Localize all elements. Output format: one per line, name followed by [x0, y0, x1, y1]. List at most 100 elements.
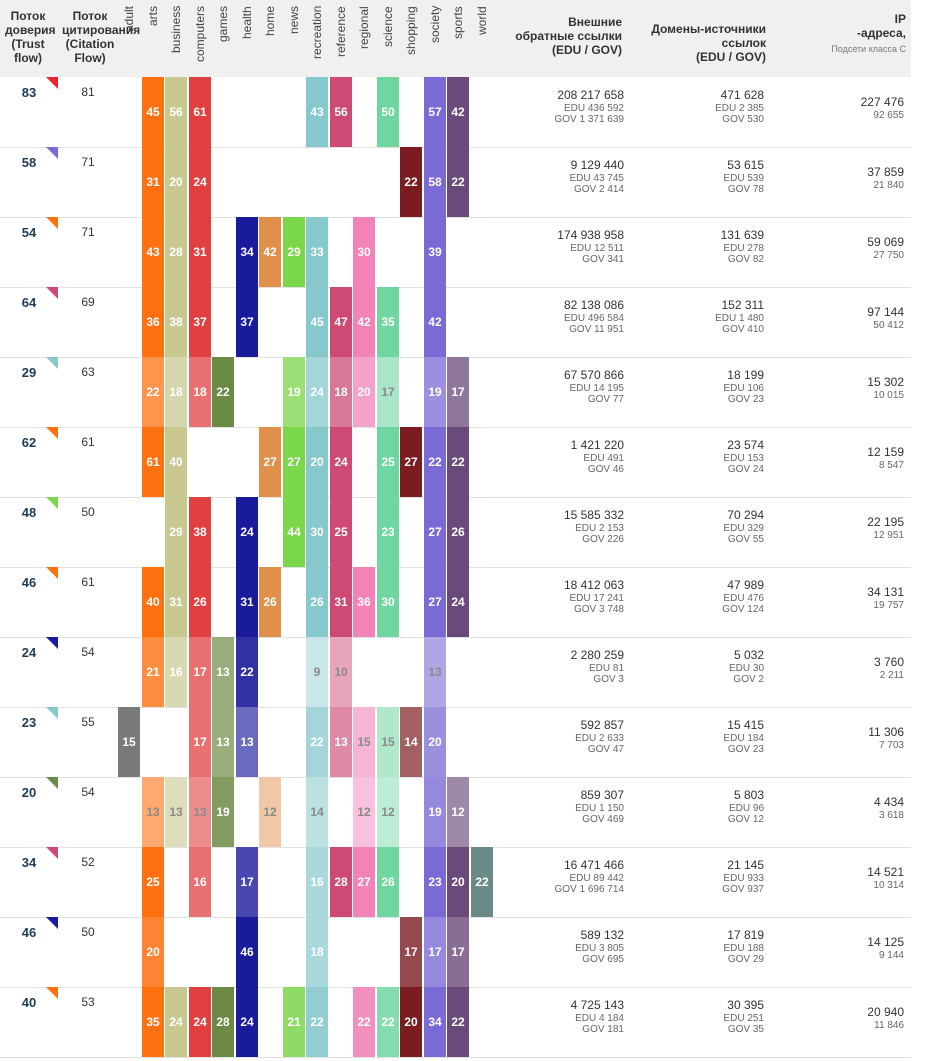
table-row[interactable]: 46 50 20 46 18 17 17 17 589 132 EDU 3 805 GOV 695 1… — [0, 917, 911, 988]
table-row[interactable]: 23 55 15 17 13 13 22 13 15 15 14 20 592 857 EDU 2 633… — [0, 707, 911, 778]
topic-cell-sports[interactable]: 17 — [447, 357, 469, 427]
topic-cell-world[interactable]: 22 — [471, 847, 493, 917]
topic-cell-computers[interactable]: 16 — [189, 847, 211, 917]
topic-cell-sports[interactable]: 20 — [447, 847, 469, 917]
topic-cell-science[interactable]: 17 — [377, 357, 399, 427]
topic-cell-reference[interactable]: 56 — [330, 77, 352, 147]
topic-cell-shopping[interactable]: 14 — [400, 707, 422, 777]
topic-cell-arts[interactable]: 21 — [142, 637, 164, 707]
topic-cell-science[interactable]: 26 — [377, 847, 399, 917]
topic-cell-regional[interactable]: 20 — [353, 357, 375, 427]
topic-cell-recreation[interactable]: 30 — [306, 497, 328, 567]
topic-cell-society[interactable]: 22 — [424, 427, 446, 497]
topic-cell-arts[interactable]: 40 — [142, 567, 164, 637]
table-row[interactable]: 20 54 13 13 13 19 12 14 12 12 19 12 859 307 EDU 1 150… — [0, 777, 911, 848]
topic-cell-shopping[interactable]: 27 — [400, 427, 422, 497]
topic-cell-arts[interactable]: 25 — [142, 847, 164, 917]
topic-cell-society[interactable]: 20 — [424, 707, 446, 777]
topic-cell-society[interactable]: 57 — [424, 77, 446, 147]
topic-cell-recreation[interactable]: 43 — [306, 77, 328, 147]
topic-cell-news[interactable]: 21 — [283, 987, 305, 1057]
table-row[interactable]: 83 81 45 56 61 43 56 50 57 42 208 217 658 EDU 436 5… — [0, 77, 911, 148]
topic-cell-reference[interactable]: 28 — [330, 847, 352, 917]
topic-cell-reference[interactable]: 47 — [330, 287, 352, 357]
topic-cell-society[interactable]: 13 — [424, 637, 446, 707]
table-row[interactable]: 58 71 31 20 24 22 58 22 9 129 440 EDU 43 745 GOV 2… — [0, 147, 911, 218]
topic-cell-shopping[interactable]: 20 — [400, 987, 422, 1057]
topic-cell-science[interactable]: 35 — [377, 287, 399, 357]
topic-cell-computers[interactable]: 61 — [189, 77, 211, 147]
topic-cell-health[interactable]: 13 — [236, 707, 258, 777]
topic-cell-business[interactable]: 40 — [165, 427, 187, 497]
topic-cell-adult[interactable]: 15 — [118, 707, 140, 777]
table-row[interactable]: 64 69 36 38 37 37 45 47 42 35 42 82 138 086 EDU 496 … — [0, 287, 911, 358]
topic-cell-science[interactable]: 50 — [377, 77, 399, 147]
topic-cell-recreation[interactable]: 18 — [306, 917, 328, 987]
topic-cell-arts[interactable]: 20 — [142, 917, 164, 987]
topic-cell-reference[interactable]: 13 — [330, 707, 352, 777]
topic-cell-recreation[interactable]: 26 — [306, 567, 328, 637]
topic-cell-society[interactable]: 17 — [424, 917, 446, 987]
topic-cell-sports[interactable]: 12 — [447, 777, 469, 847]
topic-cell-arts[interactable]: 45 — [142, 77, 164, 147]
topic-cell-arts[interactable]: 31 — [142, 147, 164, 217]
topic-cell-business[interactable]: 13 — [165, 777, 187, 847]
topic-cell-games[interactable]: 19 — [212, 777, 234, 847]
topic-cell-computers[interactable]: 13 — [189, 777, 211, 847]
topic-cell-health[interactable]: 24 — [236, 497, 258, 567]
topic-cell-computers[interactable]: 17 — [189, 637, 211, 707]
topic-cell-recreation[interactable]: 14 — [306, 777, 328, 847]
topic-cell-society[interactable]: 58 — [424, 147, 446, 217]
topic-cell-news[interactable]: 44 — [283, 497, 305, 567]
topic-cell-computers[interactable]: 26 — [189, 567, 211, 637]
table-row[interactable]: 34 52 25 16 17 16 28 27 26 23 20 22 16 471 466 EDU 89… — [0, 847, 911, 918]
topic-cell-society[interactable]: 42 — [424, 287, 446, 357]
topic-cell-health[interactable]: 34 — [236, 217, 258, 287]
topic-cell-computers[interactable]: 31 — [189, 217, 211, 287]
topic-cell-business[interactable]: 18 — [165, 357, 187, 427]
topic-cell-recreation[interactable]: 22 — [306, 707, 328, 777]
topic-cell-regional[interactable]: 42 — [353, 287, 375, 357]
topic-cell-recreation[interactable]: 9 — [306, 637, 328, 707]
topic-cell-home[interactable]: 27 — [259, 427, 281, 497]
table-row[interactable]: 54 71 43 28 31 34 42 29 33 30 39 174 938 958 EDU 12 … — [0, 217, 911, 288]
topic-cell-reference[interactable]: 18 — [330, 357, 352, 427]
topic-cell-arts[interactable]: 13 — [142, 777, 164, 847]
table-row[interactable]: 48 50 29 38 24 44 30 25 23 27 26 15 585 332 EDU 2 15… — [0, 497, 911, 568]
topic-cell-computers[interactable]: 38 — [189, 497, 211, 567]
topic-cell-regional[interactable]: 27 — [353, 847, 375, 917]
topic-cell-business[interactable]: 31 — [165, 567, 187, 637]
topic-cell-society[interactable]: 23 — [424, 847, 446, 917]
topic-cell-health[interactable]: 46 — [236, 917, 258, 987]
topic-cell-sports[interactable]: 17 — [447, 917, 469, 987]
topic-cell-computers[interactable]: 24 — [189, 987, 211, 1057]
topic-cell-sports[interactable]: 42 — [447, 77, 469, 147]
topic-cell-regional[interactable]: 36 — [353, 567, 375, 637]
topic-cell-arts[interactable]: 36 — [142, 287, 164, 357]
topic-cell-games[interactable]: 13 — [212, 707, 234, 777]
topic-cell-sports[interactable]: 24 — [447, 567, 469, 637]
topic-cell-recreation[interactable]: 33 — [306, 217, 328, 287]
topic-cell-reference[interactable]: 10 — [330, 637, 352, 707]
topic-cell-health[interactable]: 22 — [236, 637, 258, 707]
topic-cell-arts[interactable]: 22 — [142, 357, 164, 427]
topic-cell-home[interactable]: 42 — [259, 217, 281, 287]
topic-cell-reference[interactable]: 24 — [330, 427, 352, 497]
topic-cell-arts[interactable]: 35 — [142, 987, 164, 1057]
topic-cell-sports[interactable]: 22 — [447, 987, 469, 1057]
topic-cell-science[interactable]: 23 — [377, 497, 399, 567]
topic-cell-home[interactable]: 26 — [259, 567, 281, 637]
topic-cell-regional[interactable]: 30 — [353, 217, 375, 287]
topic-cell-arts[interactable]: 43 — [142, 217, 164, 287]
topic-cell-regional[interactable]: 15 — [353, 707, 375, 777]
topic-cell-home[interactable]: 12 — [259, 777, 281, 847]
topic-cell-recreation[interactable]: 45 — [306, 287, 328, 357]
topic-cell-computers[interactable]: 18 — [189, 357, 211, 427]
topic-cell-society[interactable]: 19 — [424, 357, 446, 427]
topic-cell-health[interactable]: 24 — [236, 987, 258, 1057]
header-backlinks[interactable]: Внешние обратные ссылки (EDU / GOV) — [515, 15, 622, 57]
topic-cell-business[interactable]: 29 — [165, 497, 187, 567]
topic-cell-computers[interactable]: 37 — [189, 287, 211, 357]
topic-cell-games[interactable]: 22 — [212, 357, 234, 427]
